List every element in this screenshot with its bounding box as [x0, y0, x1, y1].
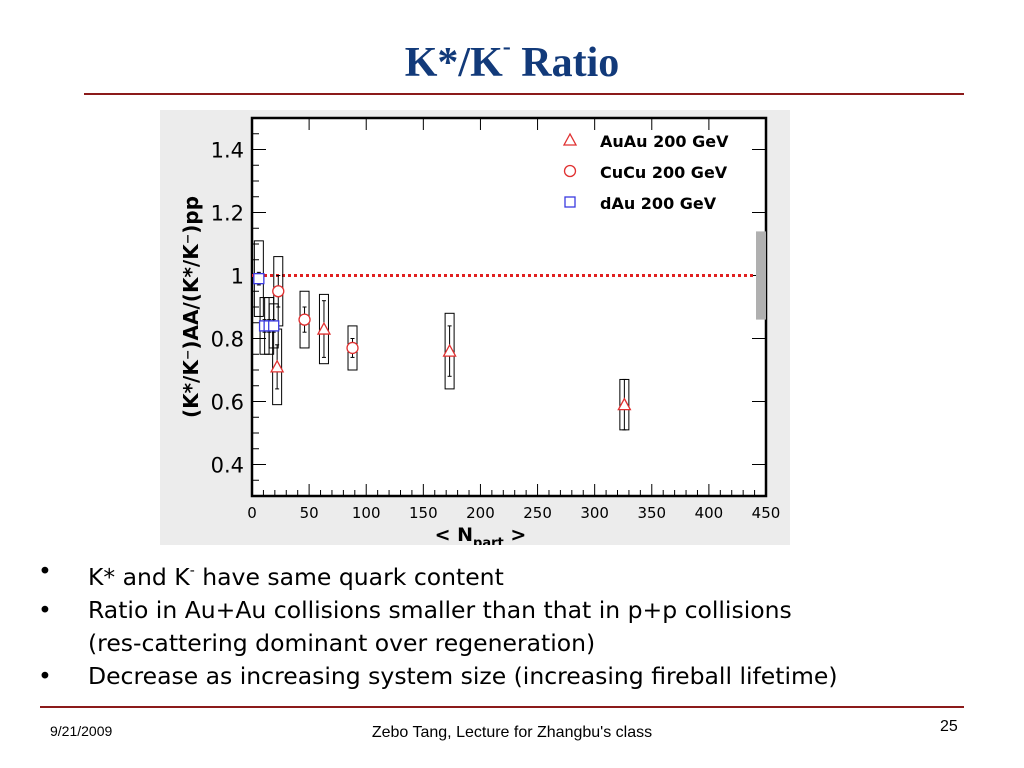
bullet-text: K* and K: [88, 563, 190, 591]
x-tick-label: 200: [466, 504, 495, 522]
y-tick-label: 1: [231, 265, 244, 289]
x-tick-label: 0: [247, 504, 257, 522]
x-tick-label: 450: [752, 504, 781, 522]
plot-frame: [250, 116, 768, 498]
slide-title: K*/K- Ratio: [0, 34, 1024, 87]
bullet-dot: •: [38, 557, 52, 585]
y-tick-label: 0.8: [211, 328, 244, 352]
x-tick-label: 50: [300, 504, 319, 522]
title-rest: Ratio: [510, 40, 620, 86]
data-point-circle: [346, 341, 359, 355]
ratio-chart: 0 50 100 150 200 250 300 350 400 450 0.4 0.6 0.8 1 1.2…: [160, 110, 790, 545]
bullet-text-end: have same quark content: [194, 563, 504, 591]
bullet-text: (res-cattering dominant over regeneratio…: [88, 629, 596, 657]
title-divider: [84, 93, 964, 95]
footer-date: 9/21/2009: [50, 723, 113, 739]
legend-label: dAu 200 GeV: [600, 194, 717, 213]
data-point-circle: [298, 313, 311, 326]
x-tick-label: 250: [523, 504, 552, 522]
y-tick-label: 1.2: [211, 202, 244, 226]
data-point-square: [253, 272, 265, 285]
x-axis-label: < Npart >: [435, 524, 527, 545]
legend-label: CuCu 200 GeV: [600, 163, 728, 182]
legend-marker-circle: [563, 164, 577, 178]
bullet-item: • Ratio in Au+Au collisions smaller than …: [38, 594, 1008, 627]
systematic-error-box: [444, 312, 455, 390]
x-tick-label: 150: [409, 504, 438, 522]
x-tick-label: 100: [352, 504, 381, 522]
data-point-triangle: [617, 397, 632, 411]
title-main: K*/K: [404, 40, 503, 86]
bullet-dot: •: [38, 662, 52, 690]
x-tick-label: 350: [637, 504, 666, 522]
bullet-text: Decrease as increasing system size (incr…: [88, 662, 838, 690]
footer-divider: [40, 706, 964, 708]
y-tick-label: 1.4: [211, 139, 244, 163]
bullet-list: • K* and K- have same quark content • Rati…: [38, 555, 1008, 693]
bullet-text: Ratio in Au+Au collisions smaller than t…: [88, 596, 792, 624]
systematic-error-box: [318, 293, 329, 365]
y-axis-label: (K*/K⁻)AA/(K*/K⁻)pp: [179, 196, 203, 418]
legend-marker-triangle: [562, 132, 578, 146]
footer-center: Zebo Tang, Lecture for Zhangbu's class: [371, 724, 653, 741]
data-point-triangle: [316, 321, 332, 335]
bullet-continuation: (res-cattering dominant over regeneratio…: [38, 627, 1008, 660]
bullet-item: • Decrease as increasing system size (inc…: [38, 660, 1008, 693]
pp-uncertainty-band: [756, 231, 766, 320]
legend-marker-square: [564, 196, 576, 208]
bullet-item: • K* and K- have same quark content: [38, 555, 1008, 594]
data-point-square: [268, 320, 280, 332]
data-point-triangle: [442, 343, 457, 357]
data-point-circle: [272, 285, 285, 298]
y-tick-label: 0.4: [211, 454, 244, 478]
legend-label: AuAu 200 GeV: [600, 132, 729, 151]
bullet-dot: •: [38, 596, 52, 624]
x-tick-label: 400: [695, 504, 724, 522]
y-tick-label: 0.6: [211, 391, 244, 415]
page-number: 25: [940, 718, 958, 735]
title-superscript: -: [502, 34, 511, 60]
x-tick-label: 300: [580, 504, 609, 522]
data-point-triangle: [270, 359, 285, 373]
bullet-superscript: -: [189, 563, 195, 579]
